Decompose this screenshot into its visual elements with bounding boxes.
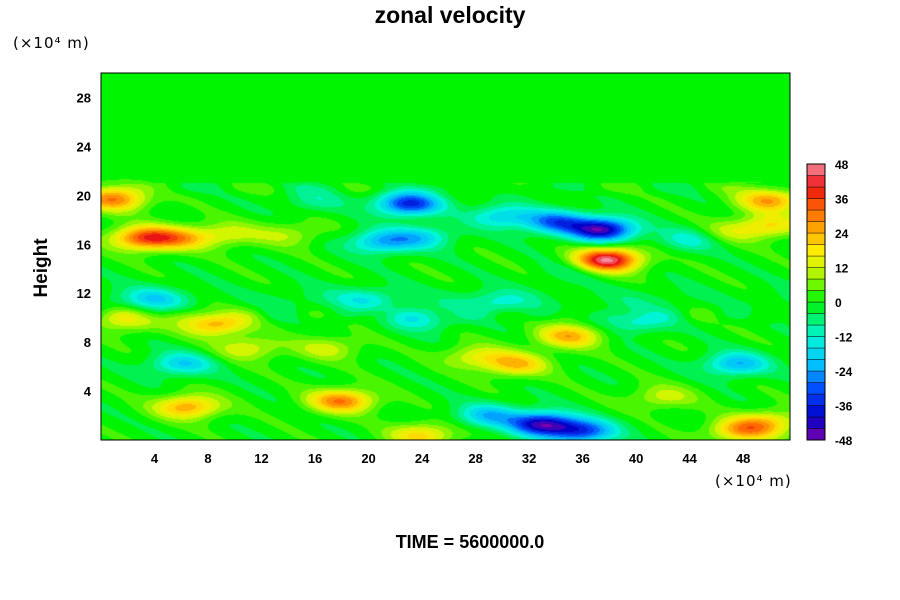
y-axis-unit: (×10⁴ m) xyxy=(13,34,90,52)
x-tick-label: 28 xyxy=(468,451,482,466)
colorbar-swatch xyxy=(806,405,826,418)
colorbar-swatch xyxy=(806,393,826,406)
colorbar-swatch xyxy=(806,221,826,234)
colorbar-swatch xyxy=(806,324,826,337)
x-tick-label: 48 xyxy=(736,451,750,466)
colorbar-swatch xyxy=(806,186,826,199)
y-tick-label: 28 xyxy=(77,90,91,105)
colorbar-swatch xyxy=(806,255,826,268)
x-axis-unit: (×10⁴ m) xyxy=(715,472,792,490)
colorbar-tick-label: -36 xyxy=(835,400,853,414)
x-tick-label: 32 xyxy=(522,451,536,466)
colorbar-tick-label: -24 xyxy=(835,365,853,379)
chart-title: zonal velocity xyxy=(374,2,526,28)
colorbar-tick-label: 24 xyxy=(835,227,849,241)
colorbar-swatch xyxy=(806,209,826,222)
colorbar: 48 36 24 12 0 -12 -24 -36 -48 xyxy=(806,158,853,448)
x-tick-label: 4 xyxy=(151,451,159,466)
colorbar-tick-label: 12 xyxy=(835,262,849,276)
colorbar-border xyxy=(806,163,826,441)
colorbar-swatch xyxy=(806,370,826,383)
y-tick-label: 4 xyxy=(84,384,92,399)
y-tick-label: 12 xyxy=(77,286,91,301)
colorbar-swatch xyxy=(806,175,826,188)
colorbar-swatch xyxy=(806,290,826,303)
time-label: TIME = 5600000.0 xyxy=(395,532,545,552)
colorbar-swatch xyxy=(806,359,826,372)
y-tick-label: 16 xyxy=(77,237,91,252)
colorbar-swatch xyxy=(806,301,826,314)
x-tick-label: 40 xyxy=(629,451,643,466)
colorbar-swatch xyxy=(806,198,826,211)
velocity-raster xyxy=(101,73,790,440)
y-tick-label: 8 xyxy=(84,335,91,350)
colorbar-swatch xyxy=(806,336,826,349)
x-tick-label: 12 xyxy=(254,451,268,466)
colorbar-tick-label: 36 xyxy=(835,193,849,207)
colorbar-swatch xyxy=(806,232,826,245)
colorbar-swatch xyxy=(806,416,826,429)
colorbar-tick-label: 48 xyxy=(835,158,849,172)
x-tick-label: 20 xyxy=(361,451,375,466)
x-tick-label: 44 xyxy=(682,451,697,466)
x-tick-label: 24 xyxy=(415,451,430,466)
x-axis-ticks: 4 8 12 16 20 24 28 32 36 40 44 48 xyxy=(151,451,751,466)
colorbar-swatch xyxy=(806,163,826,176)
colorbar-tick-label: 0 xyxy=(835,296,842,310)
y-tick-label: 24 xyxy=(77,139,92,154)
colorbar-tick-label: -48 xyxy=(835,434,853,448)
colorbar-swatch xyxy=(806,382,826,395)
colorbar-swatch xyxy=(806,244,826,257)
x-tick-label: 36 xyxy=(575,451,589,466)
x-tick-label: 8 xyxy=(204,451,211,466)
x-tick-label: 16 xyxy=(308,451,322,466)
y-axis-ticks: 4 8 12 16 20 24 28 xyxy=(77,90,92,399)
colorbar-swatch xyxy=(806,428,826,441)
colorbar-swatch xyxy=(806,313,826,326)
velocity-field xyxy=(101,73,790,440)
colorbar-tick-label: -12 xyxy=(835,331,853,345)
colorbar-swatch xyxy=(806,267,826,280)
plot-frame xyxy=(100,72,791,441)
colorbar-swatch xyxy=(806,347,826,360)
y-tick-label: 20 xyxy=(77,188,91,203)
colorbar-swatch xyxy=(806,278,826,291)
